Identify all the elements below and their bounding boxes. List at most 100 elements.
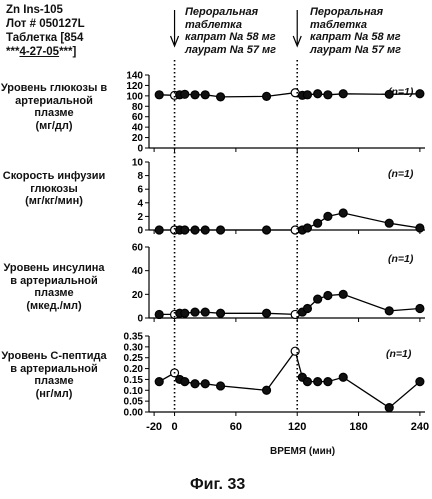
panel-2-ylabel: Скорость инфузии глюкозы (мг/кг/мин)	[0, 170, 108, 208]
y-tick-label: 0	[137, 314, 143, 325]
ylabel-line: артериальной	[15, 94, 93, 107]
data-point	[154, 225, 164, 235]
annotation-right-line: лаурат Na 57 мг	[310, 43, 402, 56]
annotation-right-line: капрат Na 58 мг	[310, 31, 401, 43]
data-point	[261, 308, 272, 318]
data-point	[338, 89, 348, 99]
data-point	[261, 225, 272, 235]
x-tick-label: 240	[411, 421, 429, 433]
y-tick-label: 140	[126, 71, 143, 82]
y-tick-label: 0.20	[124, 364, 144, 375]
y-tick-label: 0.25	[124, 353, 144, 364]
data-point	[323, 90, 333, 100]
data-point	[302, 223, 313, 233]
y-tick-label: 0	[137, 226, 143, 237]
data-point	[180, 225, 190, 235]
data-point	[415, 89, 425, 99]
data-point	[154, 90, 164, 100]
data-point	[200, 90, 210, 100]
data-point	[190, 379, 200, 389]
data-point	[384, 403, 394, 413]
annotation-right: Пероральная таблетка капрат Na 58 мг лау…	[310, 6, 401, 56]
figure-caption: Фиг. 33	[190, 476, 246, 493]
y-tick-label: 10	[132, 158, 144, 169]
annotation-right-line: Пероральная	[310, 6, 384, 18]
panel-3-ylabel: Уровень инсулина в артериальной плазме (…	[0, 262, 108, 312]
dose-arrow-head	[292, 35, 302, 48]
y-tick-label: 120	[126, 81, 143, 92]
data-point	[338, 289, 348, 299]
y-tick-label: 0.10	[124, 386, 144, 397]
header-line-1: Zn Ins-105	[6, 4, 63, 16]
series-line	[158, 349, 421, 409]
ylabel-line: плазме	[34, 375, 74, 387]
annotation-left: Пероральная таблетка капрат Na 58 мг лау…	[185, 6, 276, 56]
data-point	[190, 307, 200, 317]
annotation-left-line: лаурат Na 57 мг	[185, 43, 277, 56]
data-point	[313, 377, 323, 387]
header-line-4-post: ***]	[59, 46, 77, 58]
y-tick-label: 0.15	[124, 375, 144, 386]
x-tick-label: 180	[349, 421, 367, 433]
panel-3-n-label: (n=1)	[388, 253, 414, 265]
ylabel-line: в артериальной	[10, 362, 98, 375]
data-point	[302, 90, 313, 100]
y-tick-label: 0	[137, 144, 143, 155]
data-point	[338, 372, 348, 382]
panel-1-ylabel: Уровень глюкозы в артериальной плазме (м…	[0, 82, 108, 132]
y-tick-label: 6	[137, 185, 143, 196]
header-line-4: ***4-27-05***]	[6, 46, 76, 59]
data-point	[313, 218, 323, 228]
header-line-3: Таблетка [854	[6, 32, 84, 44]
data-point	[215, 92, 226, 102]
data-point	[323, 377, 333, 387]
ylabel-line: плазме	[34, 107, 74, 119]
ylabel-line: Уровень глюкозы в	[0, 82, 108, 94]
data-point	[190, 90, 200, 100]
data-point	[323, 211, 333, 221]
y-tick-label: 0.00	[124, 408, 144, 419]
header-line-4-date: 4-27-05	[19, 46, 60, 58]
y-tick-label: 40	[132, 266, 144, 277]
y-tick-label: 4	[137, 198, 143, 209]
annotation-left-line: капрат Na 58 мг	[185, 31, 276, 43]
dose-arrow-head	[169, 35, 180, 48]
ylabel-line: глюкозы	[30, 182, 78, 195]
data-point	[313, 294, 323, 304]
y-tick-label: 0.35	[124, 332, 144, 343]
panel-2-n-label: (n=1)	[388, 168, 414, 180]
data-point	[180, 308, 190, 318]
y-tick-label: 60	[132, 243, 144, 254]
ylabel-line: (мг/дл)	[35, 119, 73, 132]
annotation-left-line: таблетка	[185, 18, 242, 31]
data-point	[200, 225, 210, 235]
x-tick-label: 0	[171, 421, 177, 433]
ylabel-line: в артериальной	[10, 274, 98, 287]
annotation-left-line: Пероральная	[185, 6, 259, 18]
header-line-2: Лот # 050127L	[6, 18, 85, 30]
data-point	[302, 377, 313, 387]
panel-1-n-label: (n=1)	[388, 86, 414, 98]
data-point	[215, 381, 226, 391]
data-point	[215, 225, 226, 235]
ylabel-line: плазме	[34, 287, 74, 299]
ylabel-line: (мг/кг/мин)	[25, 195, 83, 207]
y-tick-label: 8	[137, 171, 143, 182]
y-tick-label: 60	[132, 112, 144, 123]
data-point	[180, 377, 190, 387]
x-tick-label: 120	[288, 421, 306, 433]
annotation-right-line: таблетка	[310, 18, 367, 31]
y-tick-label: 20	[132, 290, 144, 301]
ylabel-line: (мкед./мл)	[26, 299, 82, 312]
y-tick-label: 0.05	[124, 397, 144, 408]
data-point	[154, 309, 164, 320]
panel-4-n-label: (n=1)	[386, 348, 412, 360]
y-tick-label: 100	[126, 91, 143, 102]
data-point	[415, 377, 425, 387]
y-tick-label: 20	[132, 133, 144, 144]
header-line-4-pre: ***	[6, 46, 20, 58]
data-point	[384, 218, 394, 228]
data-point	[323, 290, 333, 301]
data-point	[200, 379, 210, 389]
